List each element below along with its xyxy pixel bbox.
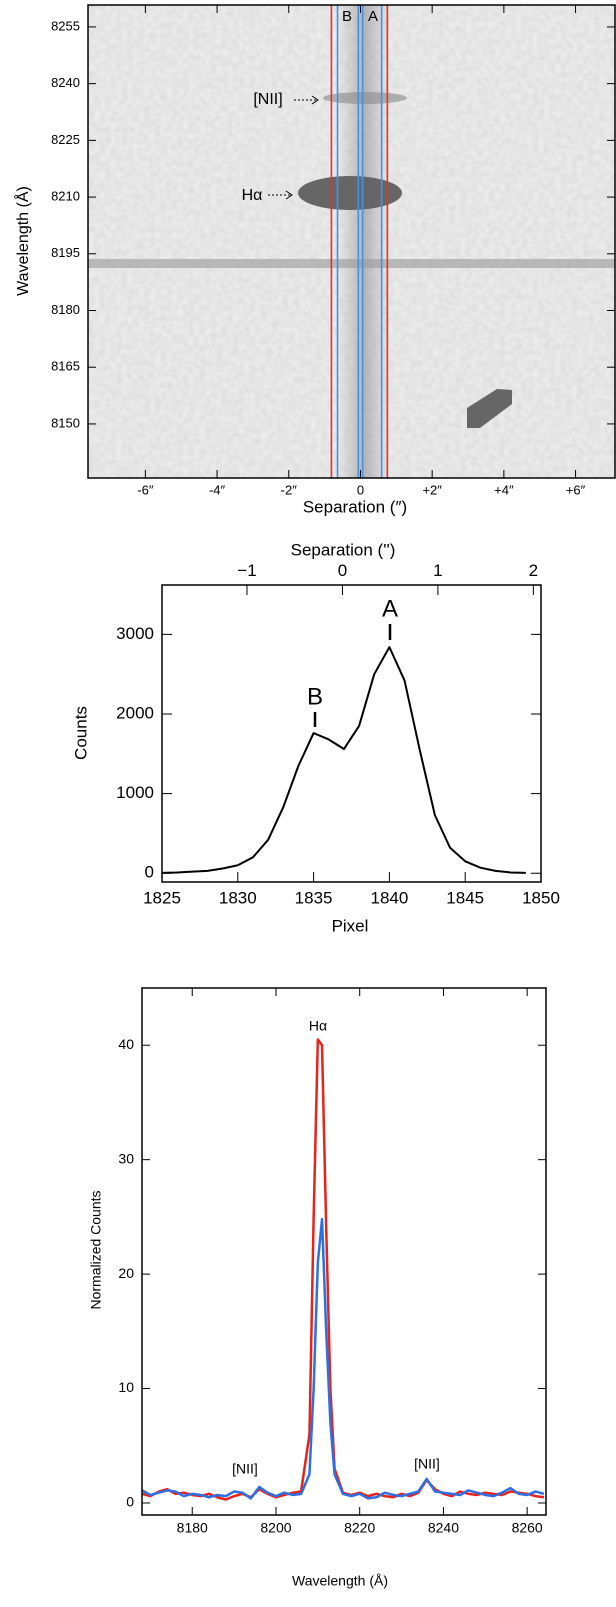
axes-frame <box>87 4 616 479</box>
annotation: [NII] <box>253 91 282 108</box>
y-tick-label: 8240 <box>51 75 80 90</box>
x2-tick-label: 0 <box>338 561 347 580</box>
y-tick-label: 8150 <box>51 415 80 430</box>
x2-tick-label: 1 <box>433 561 442 580</box>
y-tick-label: 1000 <box>116 783 154 802</box>
y-axis-label: Counts <box>71 706 90 760</box>
annotation: [NII] <box>414 1456 440 1472</box>
data-line <box>141 1217 545 1500</box>
spectrum-image <box>88 5 615 478</box>
x-tick-label: +6″ <box>566 482 586 497</box>
y-tick-label: 8210 <box>51 189 80 204</box>
y-tick-label: 2000 <box>116 703 154 722</box>
y-tick-label: 3000 <box>116 624 154 643</box>
x-axis-label: Wavelength (Å) <box>292 1573 388 1589</box>
x-tick-label: 1830 <box>219 888 257 907</box>
axes-frame <box>141 987 547 1516</box>
arrow-head <box>311 95 319 105</box>
axes-frame <box>161 584 542 883</box>
x-tick-label: +2″ <box>422 482 442 497</box>
x-tick-label: 8260 <box>512 1520 543 1536</box>
x-tick-label: 8240 <box>428 1520 459 1536</box>
x-tick-label: 8220 <box>344 1520 375 1536</box>
y-tick-label: 8255 <box>51 18 80 33</box>
y-tick-label: 40 <box>118 1036 134 1052</box>
aperture-label: B <box>342 8 352 25</box>
y-tick-label: 30 <box>118 1150 134 1166</box>
annotation: [NII] <box>232 1461 258 1477</box>
y-tick-label: 0 <box>126 1494 134 1510</box>
y-tick-label: 8180 <box>51 302 80 317</box>
x-tick-label: 0 <box>357 482 364 497</box>
x2-axis-label: Separation ('') <box>291 540 396 559</box>
x-tick-label: 1845 <box>446 888 484 907</box>
x-tick-label: 1840 <box>370 888 408 907</box>
x-axis-label: Pixel <box>332 916 369 935</box>
x-tick-label: +4″ <box>494 482 514 497</box>
aperture-label: A <box>368 8 378 25</box>
annotation: Hα <box>242 187 263 204</box>
x-tick-label: -6″ <box>137 482 154 497</box>
y-tick-label: 8195 <box>51 245 80 260</box>
peak-label: B <box>307 683 323 710</box>
arrow-head <box>285 190 293 200</box>
y-tick-label: 20 <box>118 1265 134 1281</box>
x-tick-label: 1825 <box>143 888 181 907</box>
x-tick-label: 8180 <box>177 1520 208 1536</box>
y-tick-label: 0 <box>145 863 154 882</box>
y-tick-label: 10 <box>118 1379 134 1395</box>
x-tick-label: 1835 <box>295 888 333 907</box>
y-tick-label: 8165 <box>51 359 80 374</box>
x-tick-label: 8200 <box>260 1520 291 1536</box>
x-tick-label: -2″ <box>281 482 298 497</box>
y-tick-label: 8225 <box>51 132 80 147</box>
data-line <box>161 646 526 874</box>
x2-tick-label: 2 <box>529 561 538 580</box>
x-tick-label: -4″ <box>209 482 226 497</box>
y-axis-label: Wavelength (Å) <box>13 186 32 296</box>
y-axis-label: Normalized Counts <box>88 1190 104 1309</box>
x-axis-label: Separation (″) <box>303 497 407 516</box>
data-line <box>141 1038 545 1501</box>
x2-tick-label: −1 <box>237 561 256 580</box>
peak-label: A <box>382 595 398 622</box>
annotation: Hα <box>309 1018 327 1034</box>
x-tick-label: 1850 <box>522 888 560 907</box>
